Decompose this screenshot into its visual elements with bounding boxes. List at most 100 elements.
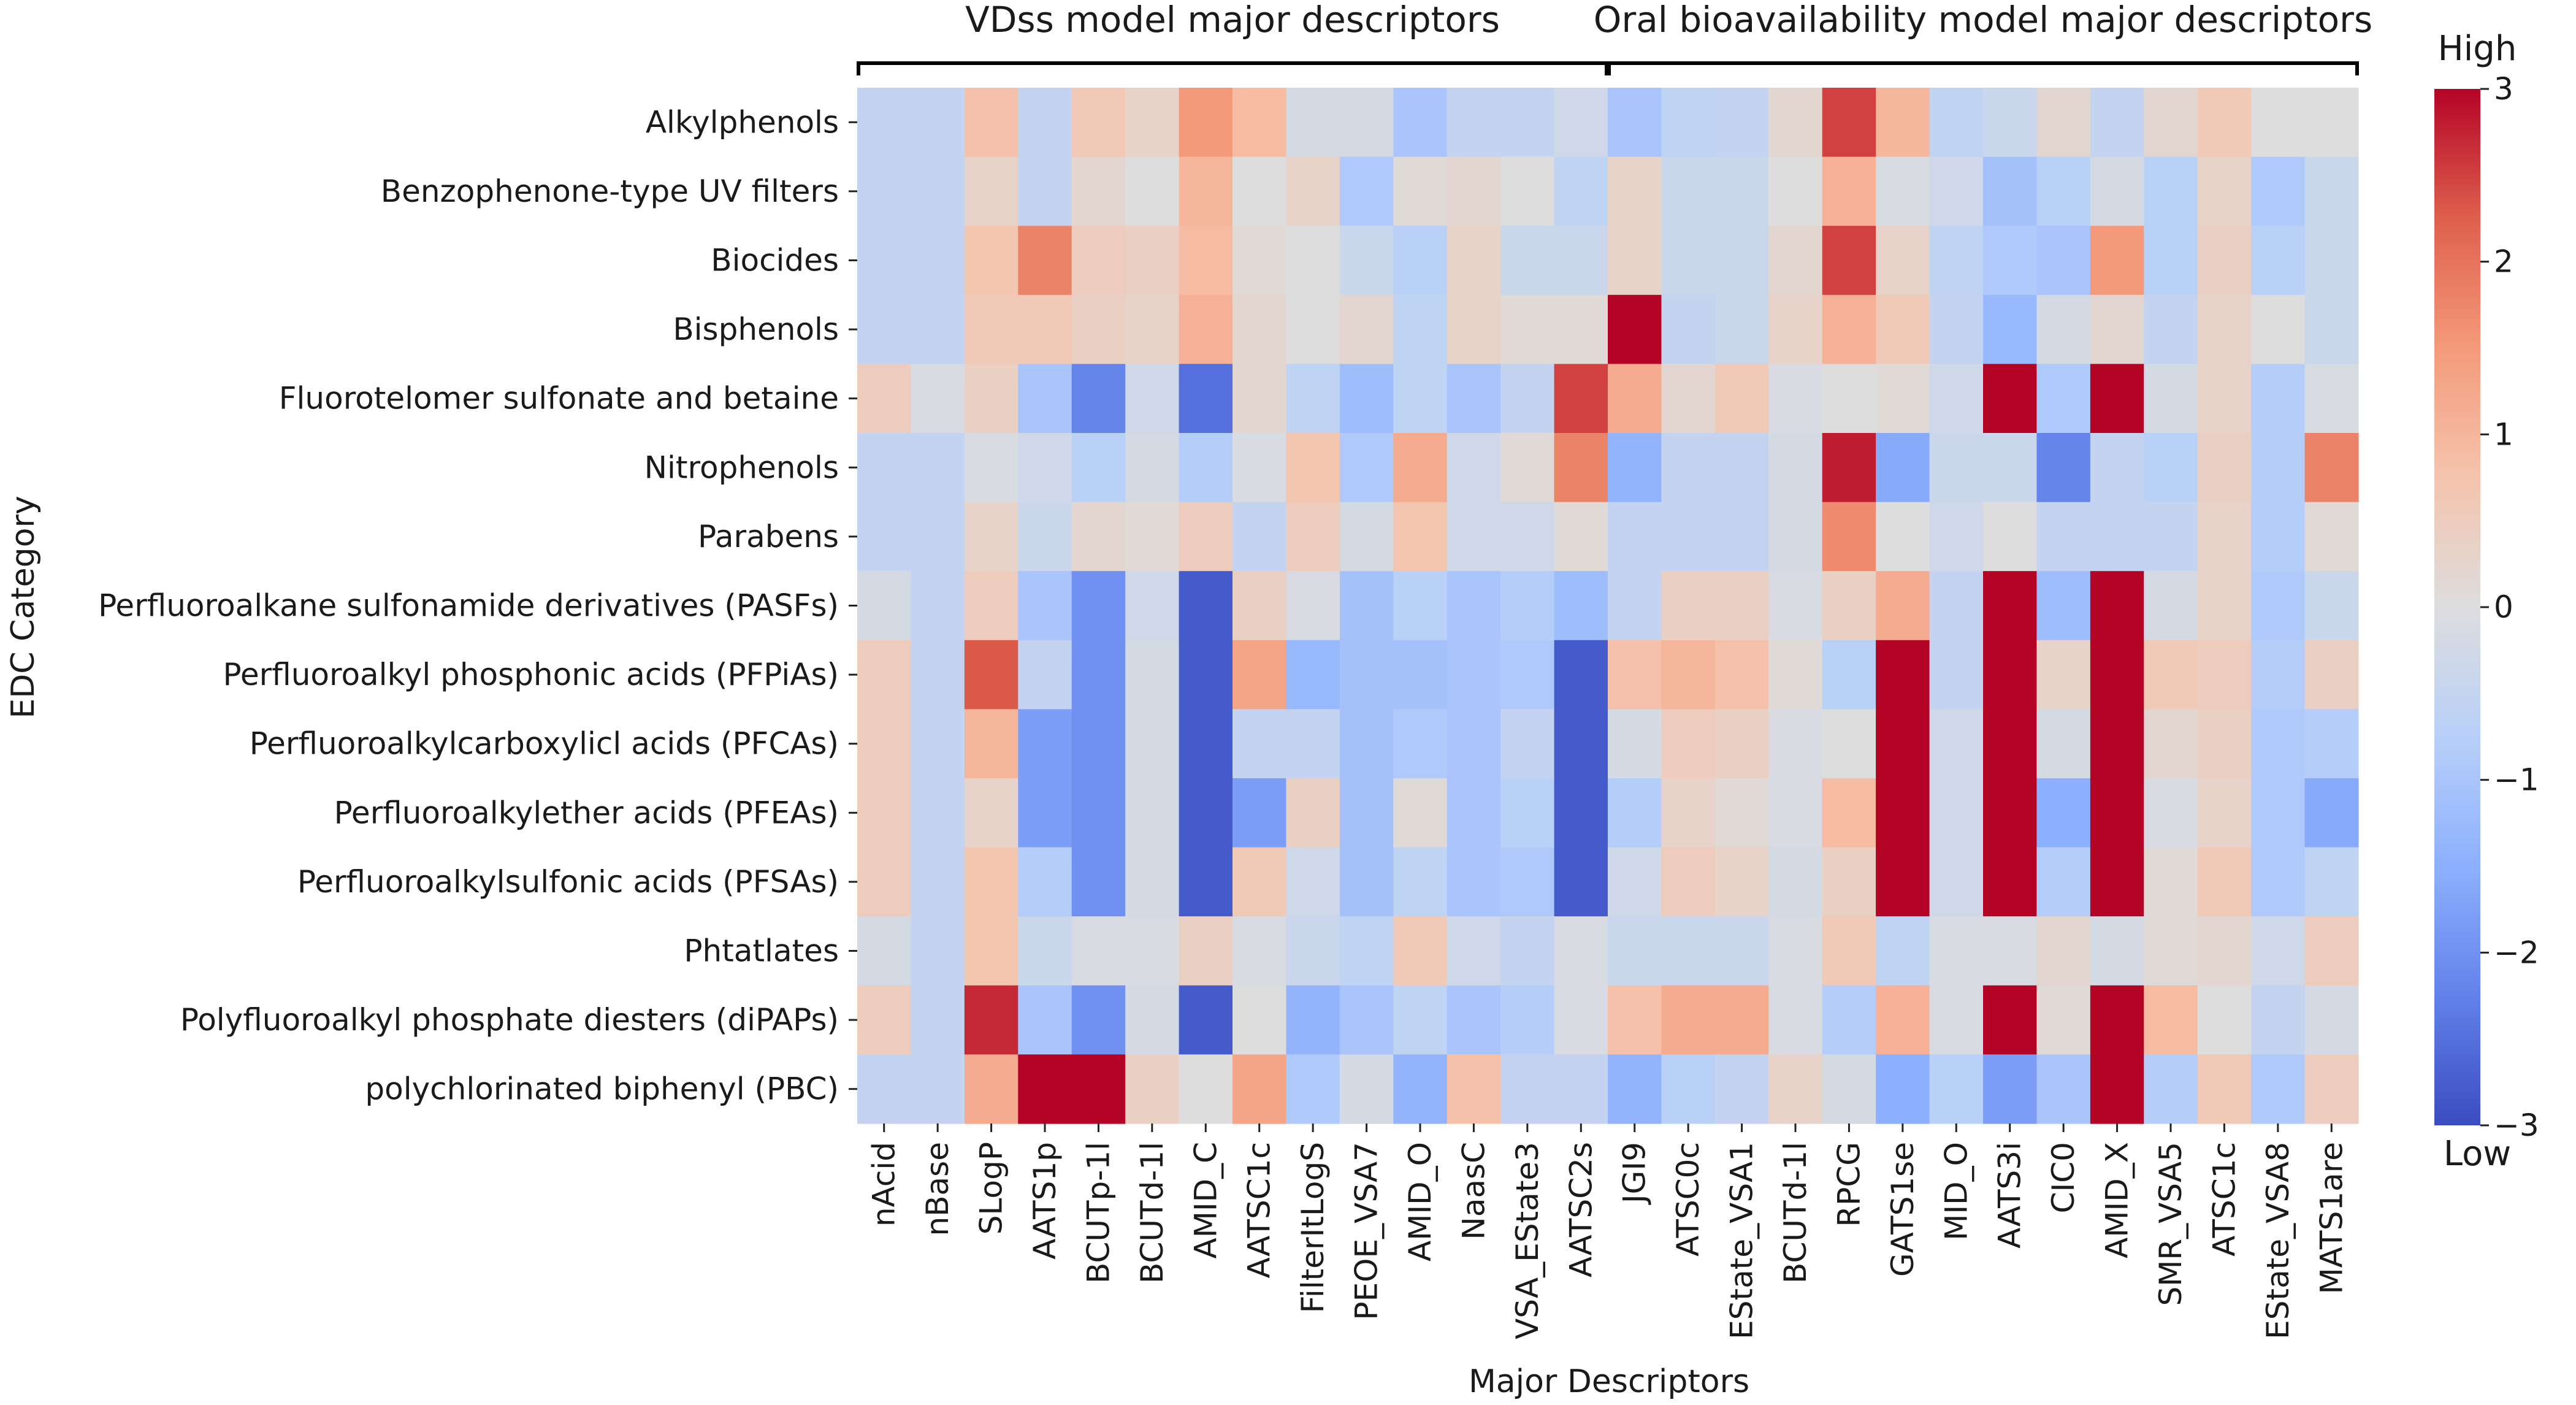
heatmap-cell — [1714, 1054, 1769, 1124]
heatmap-cell — [1286, 294, 1340, 364]
heatmap-cell — [1286, 1054, 1340, 1124]
y-tick-label: Alkylphenols — [646, 104, 839, 140]
heatmap-cell — [1608, 294, 1662, 364]
heatmap-cell — [1876, 916, 1930, 986]
heatmap-cell — [1179, 88, 1233, 158]
x-tick-label: AATS3i — [1992, 1142, 2028, 1249]
heatmap-cell — [2251, 709, 2306, 779]
y-tick-label: Fluorotelomer sulfonate and betaine — [279, 381, 839, 416]
heatmap-cell — [2090, 1054, 2144, 1124]
heatmap-cell — [1286, 847, 1340, 917]
heatmap-cell — [1286, 364, 1340, 434]
colorbar: High Low −3 −2 −1 0 1 2 3 — [2434, 29, 2539, 1174]
heatmap-cell — [2197, 88, 2252, 158]
heatmap-cell — [1447, 778, 1501, 848]
heatmap-cell — [1071, 502, 1126, 572]
group-bracket — [857, 61, 1608, 75]
heatmap-cell — [1018, 1054, 1072, 1124]
heatmap-cell — [2144, 1054, 2198, 1124]
heatmap-cell — [1876, 364, 1930, 434]
heatmap-cell — [911, 640, 965, 710]
heatmap-cell — [1983, 156, 2038, 226]
heatmap-cell — [1286, 502, 1340, 572]
heatmap-cell — [2036, 847, 2091, 917]
heatmap-cell — [1929, 847, 1984, 917]
heatmap-cell — [1714, 985, 1769, 1055]
x-tick-label: nBase — [920, 1142, 955, 1236]
heatmap-cell — [857, 88, 912, 158]
x-tick-label: BCUTd-1l — [1134, 1142, 1170, 1284]
heatmap-cell — [1714, 88, 1769, 158]
heatmap-cell — [2197, 985, 2252, 1055]
heatmap-cell — [1179, 1054, 1233, 1124]
heatmap-cell — [2036, 502, 2091, 572]
heatmap-cell — [1822, 778, 1876, 848]
heatmap-cell — [964, 294, 1019, 364]
heatmap-cell — [1714, 640, 1769, 710]
x-tick-label: RPCG — [1831, 1142, 1867, 1227]
heatmap-cell — [1500, 226, 1555, 296]
colorbar-tick-label: 3 — [2494, 71, 2513, 107]
heatmap-cell — [1179, 985, 1233, 1055]
heatmap-cell — [964, 226, 1019, 296]
heatmap-cell — [2197, 1054, 2252, 1124]
heatmap-cell — [1071, 156, 1126, 226]
heatmap-cell — [1393, 985, 1448, 1055]
heatmap-cell — [1339, 88, 1394, 158]
heatmap-cell — [2197, 640, 2252, 710]
heatmap-cell — [1608, 88, 1662, 158]
heatmap-cell — [1286, 709, 1340, 779]
colorbar-low-label: Low — [2444, 1134, 2511, 1174]
heatmap-cell — [1071, 364, 1126, 434]
colorbar-tick-label: −2 — [2494, 935, 2539, 970]
heatmap-cell — [1393, 502, 1448, 572]
y-tick-label: Biocides — [711, 243, 839, 278]
heatmap-cell — [2036, 571, 2091, 641]
heatmap-cell — [1393, 433, 1448, 503]
heatmap-cell — [1608, 778, 1662, 848]
heatmap-cell — [857, 156, 912, 226]
heatmap-cell — [857, 778, 912, 848]
heatmap-cell — [2197, 571, 2252, 641]
heatmap-cell — [1929, 778, 1984, 848]
heatmap-cell — [1393, 916, 1448, 986]
heatmap-cell — [1233, 640, 1287, 710]
heatmap-cell — [911, 364, 965, 434]
heatmap-cell — [1608, 502, 1662, 572]
heatmap-cell — [2197, 778, 2252, 848]
heatmap-cell — [1393, 709, 1448, 779]
heatmap-cell — [1554, 709, 1608, 779]
heatmap-cell — [857, 640, 912, 710]
heatmap-cell — [1768, 640, 1823, 710]
heatmap-cell — [1500, 709, 1555, 779]
heatmap-cell — [2036, 778, 2091, 848]
heatmap-cell — [1125, 364, 1180, 434]
heatmap-cell — [2251, 847, 2306, 917]
x-tick-label: CIC0 — [2046, 1142, 2081, 1213]
heatmap-cell — [911, 502, 965, 572]
heatmap-cell — [1554, 640, 1608, 710]
heatmap-cell — [1608, 571, 1662, 641]
heatmap-cell — [1822, 1054, 1876, 1124]
heatmap-cell — [1661, 640, 1716, 710]
heatmap-cell — [1929, 502, 1984, 572]
heatmap-cell — [1179, 847, 1233, 917]
heatmap-cell — [1929, 88, 1984, 158]
heatmap-cell — [1018, 156, 1072, 226]
heatmap-cell — [1179, 640, 1233, 710]
heatmap-cell — [1018, 985, 1072, 1055]
heatmap-cell — [911, 571, 965, 641]
heatmap-cell — [1339, 985, 1394, 1055]
heatmap-cell — [1018, 502, 1072, 572]
heatmap-cell — [2144, 364, 2198, 434]
heatmap-cell — [1983, 916, 2038, 986]
heatmap-cell — [1876, 502, 1930, 572]
heatmap-cell — [1554, 571, 1608, 641]
heatmap-cell — [1339, 916, 1394, 986]
heatmap-cell — [2090, 640, 2144, 710]
heatmap-cell — [911, 985, 965, 1055]
heatmap-cell — [1661, 916, 1716, 986]
heatmap-cell — [1339, 1054, 1394, 1124]
heatmap-cell — [1714, 156, 1769, 226]
heatmap-cell — [1554, 916, 1608, 986]
